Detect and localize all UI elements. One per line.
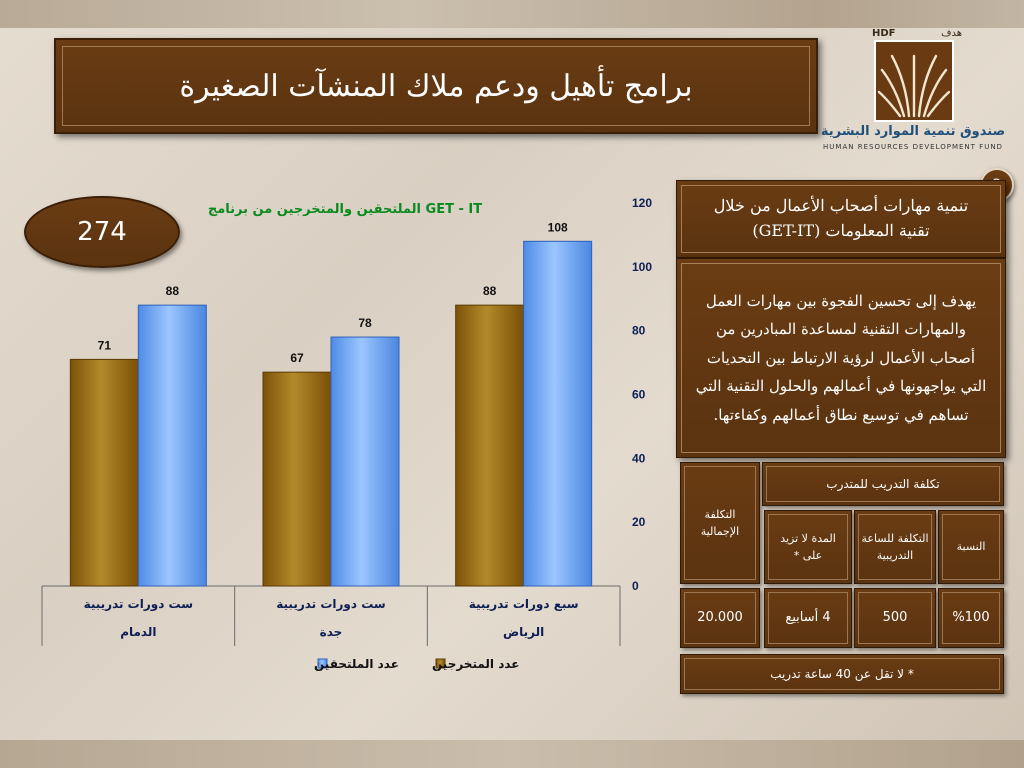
program-heading-line1: تنمية مهارات أصحاب الأعمال من خلال xyxy=(713,196,969,216)
y-tick-label: 60 xyxy=(632,388,646,402)
bar xyxy=(455,304,525,587)
logo-hdf-text: HDF xyxy=(872,28,896,39)
program-heading-panel: تنمية مهارات أصحاب الأعمال من خلال تقنية… xyxy=(676,180,1006,258)
top-border xyxy=(0,0,1024,28)
wheat-logo-icon xyxy=(874,40,954,122)
data-label: 78 xyxy=(358,316,372,330)
value-hour-cost: 500 xyxy=(854,588,936,648)
total-count-badge: 274 xyxy=(24,196,180,268)
header-training-cost: تكلفة التدريب للمتدرب xyxy=(762,462,1004,506)
y-tick-label: 120 xyxy=(632,196,652,210)
y-tick-label: 80 xyxy=(632,324,646,338)
page-title: برامج تأهيل ودعم ملاك المنشآت الصغيرة xyxy=(179,68,693,104)
data-label: 67 xyxy=(290,351,304,365)
logo-name-en: HUMAN RESOURCES DEVELOPMENT FUND xyxy=(823,143,1003,151)
cost-footnote: * لا تقل عن 40 ساعة تدريب xyxy=(680,654,1004,694)
bar xyxy=(137,304,207,587)
value-duration: 4 أسابيع xyxy=(764,588,852,648)
title-banner: برامج تأهيل ودعم ملاك المنشآت الصغيرة xyxy=(54,38,818,134)
bottom-border xyxy=(0,740,1024,768)
x-tick-label: ست دورات تدريبية xyxy=(276,597,385,612)
header-duration: المدة لا تزيد على * xyxy=(764,510,852,584)
data-label: 108 xyxy=(548,220,568,234)
header-total-cost: التكلفة الإجمالية xyxy=(680,462,760,584)
x-tick-label: ست دورات تدريبية xyxy=(84,597,193,612)
data-label: 88 xyxy=(483,284,497,298)
logo-name-ar: صندوق تنمية الموارد البشرية xyxy=(820,124,1006,139)
program-heading-line2: تقنية المعلومات (GET-IT) xyxy=(752,221,930,240)
x-tick-label: الدمام xyxy=(120,625,156,640)
value-ratio: %100 xyxy=(938,588,1004,648)
bar-chart: 0 20 40 60 80 100 120 ست دورات تدريبية الدمام ست … xyxy=(41,196,652,671)
hrdf-logo: HDF هدف صندوق تنمية الموارد البشرية HUMA… xyxy=(812,28,1017,156)
y-tick-label: 20 xyxy=(632,515,646,529)
chart-title: الملتحقين والمتخرجين من برنامج GET - IT xyxy=(207,202,483,217)
bar xyxy=(262,371,332,587)
program-description: يهدف إلى تحسين الفجوة بين مهارات العمل و… xyxy=(695,291,987,424)
data-label: 71 xyxy=(98,338,112,352)
bar xyxy=(523,240,593,587)
bar xyxy=(69,358,139,587)
x-tick-label: الرياض xyxy=(503,625,544,639)
legend-swatch xyxy=(435,658,446,669)
program-description-panel: يهدف إلى تحسين الفجوة بين مهارات العمل و… xyxy=(676,258,1006,458)
x-tick-label: سبع دورات تدريبية xyxy=(469,597,579,612)
logo-tag-ar: هدف xyxy=(941,28,962,39)
legend-swatch xyxy=(317,658,328,669)
data-label: 88 xyxy=(166,284,180,298)
x-tick-label: جدة xyxy=(320,625,343,639)
y-tick-label: 40 xyxy=(632,451,646,465)
y-tick-label: 0 xyxy=(632,579,639,593)
header-ratio: النسبة xyxy=(938,510,1004,584)
value-total-cost: 20.000 xyxy=(680,588,760,648)
header-hour-cost: التكلفة للساعة التدريبية xyxy=(854,510,936,584)
legend-label: عدد الملتحقين xyxy=(314,657,399,671)
legend-label: عدد المتخرجين xyxy=(432,657,520,671)
bar xyxy=(330,336,400,587)
y-tick-label: 100 xyxy=(632,260,652,274)
